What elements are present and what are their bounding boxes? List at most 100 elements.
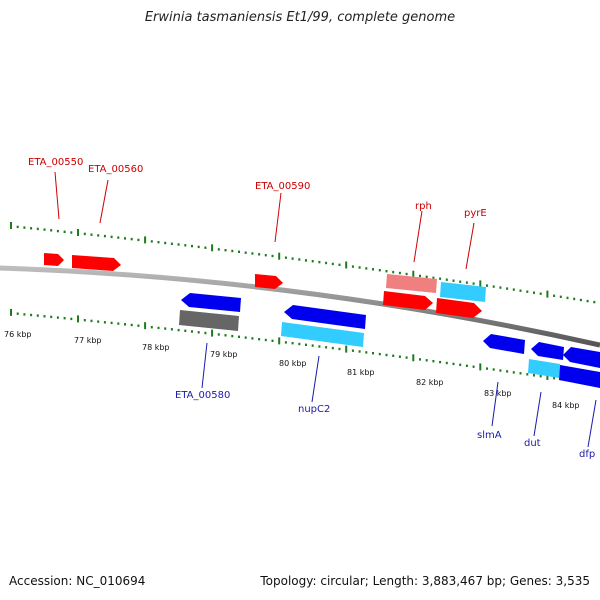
minor-tick [284, 341, 287, 344]
minor-tick [36, 314, 39, 317]
minor-tick [392, 270, 395, 274]
minor-tick [56, 229, 59, 233]
gene-dut[interactable] [528, 359, 560, 378]
minor-tick [164, 241, 167, 245]
minor-tick [204, 246, 207, 249]
minor-tick [197, 245, 200, 249]
minor-tick [63, 317, 66, 320]
minor-tick [486, 284, 488, 287]
minor-tick [30, 313, 33, 317]
gene-label-ETA-00560: ETA_00560 [88, 164, 143, 175]
minor-tick [526, 373, 529, 376]
gene-ETA-00590[interactable] [255, 274, 283, 289]
gene-rph[interactable] [386, 274, 437, 293]
minor-tick [499, 369, 502, 372]
minor-tick [130, 237, 133, 241]
major-tick [211, 244, 214, 252]
gene-ETA-00560[interactable] [72, 255, 121, 271]
minor-tick [291, 257, 294, 260]
leader-ETA-00550 [54, 171, 60, 220]
minor-tick [519, 372, 522, 375]
gene-labels: ETA_00550 ETA_00560 ETA_00590 rph pyrE E… [28, 157, 595, 460]
minor-tick [311, 260, 314, 263]
major-tick [77, 315, 79, 323]
gene-rph-2[interactable] [383, 291, 433, 310]
minor-tick [258, 253, 261, 256]
major-tick [10, 222, 12, 229]
minor-tick [224, 334, 227, 337]
minor-tick [184, 244, 187, 247]
gene-ETA-00580[interactable] [179, 310, 239, 331]
minor-tick [439, 277, 442, 280]
minor-tick [338, 347, 341, 351]
minor-tick [526, 290, 529, 293]
minor-tick [486, 367, 488, 370]
minor-tick [499, 286, 502, 289]
gene-dfp[interactable] [559, 365, 600, 388]
minor-tick [16, 225, 19, 229]
minor-tick [318, 345, 321, 348]
minor-tick [271, 254, 274, 258]
gene-nupC2-upper[interactable] [284, 305, 366, 329]
minor-tick [419, 358, 421, 361]
minor-tick [36, 227, 39, 231]
minor-tick [298, 258, 301, 261]
minor-tick [150, 326, 153, 329]
gene-nupC2[interactable] [281, 322, 364, 347]
minor-tick [16, 312, 19, 315]
gene-pyrE[interactable] [436, 298, 482, 318]
minor-tick [264, 254, 267, 257]
genome-backbone [0, 265, 600, 348]
kbp-label: 83 kbp [484, 389, 512, 398]
leader-slmA [491, 381, 499, 427]
leader-ETA-00580 [201, 342, 208, 389]
minor-tick [385, 270, 388, 273]
minor-tick [238, 335, 240, 338]
minor-tick [264, 338, 267, 342]
minor-tick [258, 338, 261, 341]
minor-tick [56, 316, 59, 319]
minor-tick [405, 272, 408, 276]
minor-tick [191, 244, 193, 248]
minor-tick [378, 352, 381, 356]
minor-tick [365, 267, 368, 270]
minor-tick [311, 344, 314, 347]
kbp-scale: 76 kbp 77 kbp 78 kbp 79 kbp 80 kbp 81 kb… [4, 330, 580, 410]
minor-tick [305, 259, 307, 262]
gene-pyrE-2[interactable] [440, 282, 486, 302]
gene-label-dut: dut [524, 438, 541, 449]
kbp-label: 79 kbp [210, 350, 238, 359]
minor-tick [579, 298, 582, 302]
major-tick [144, 322, 147, 330]
gene-slmA[interactable] [483, 334, 525, 354]
gene-dfp-upper[interactable] [563, 347, 600, 368]
minor-tick [432, 276, 435, 279]
minor-tick [533, 374, 535, 377]
kbp-label: 76 kbp [4, 330, 32, 339]
reverse-genes [179, 282, 600, 388]
gene-ETA-00550[interactable] [44, 253, 64, 266]
minor-tick [358, 266, 361, 269]
minor-tick [472, 365, 475, 368]
minor-tick [137, 238, 140, 242]
minor-tick [117, 322, 120, 325]
major-tick [345, 261, 348, 269]
minor-tick [553, 294, 556, 297]
major-tick [211, 329, 214, 337]
minor-tick [103, 234, 106, 238]
minor-tick [559, 295, 562, 298]
major-tick [479, 363, 482, 371]
minor-tick [445, 278, 448, 281]
minor-tick [519, 289, 522, 292]
minor-tick [191, 330, 193, 333]
minor-tick [103, 321, 106, 324]
minor-tick [392, 354, 395, 357]
gene-dut-upper[interactable] [531, 342, 564, 360]
minor-tick [351, 349, 354, 352]
minor-tick [30, 227, 33, 230]
major-tick [479, 280, 482, 288]
minor-tick [465, 364, 468, 367]
minor-tick [398, 355, 401, 358]
minor-tick [539, 292, 542, 295]
gene-ETA-00580-upper[interactable] [181, 293, 241, 312]
